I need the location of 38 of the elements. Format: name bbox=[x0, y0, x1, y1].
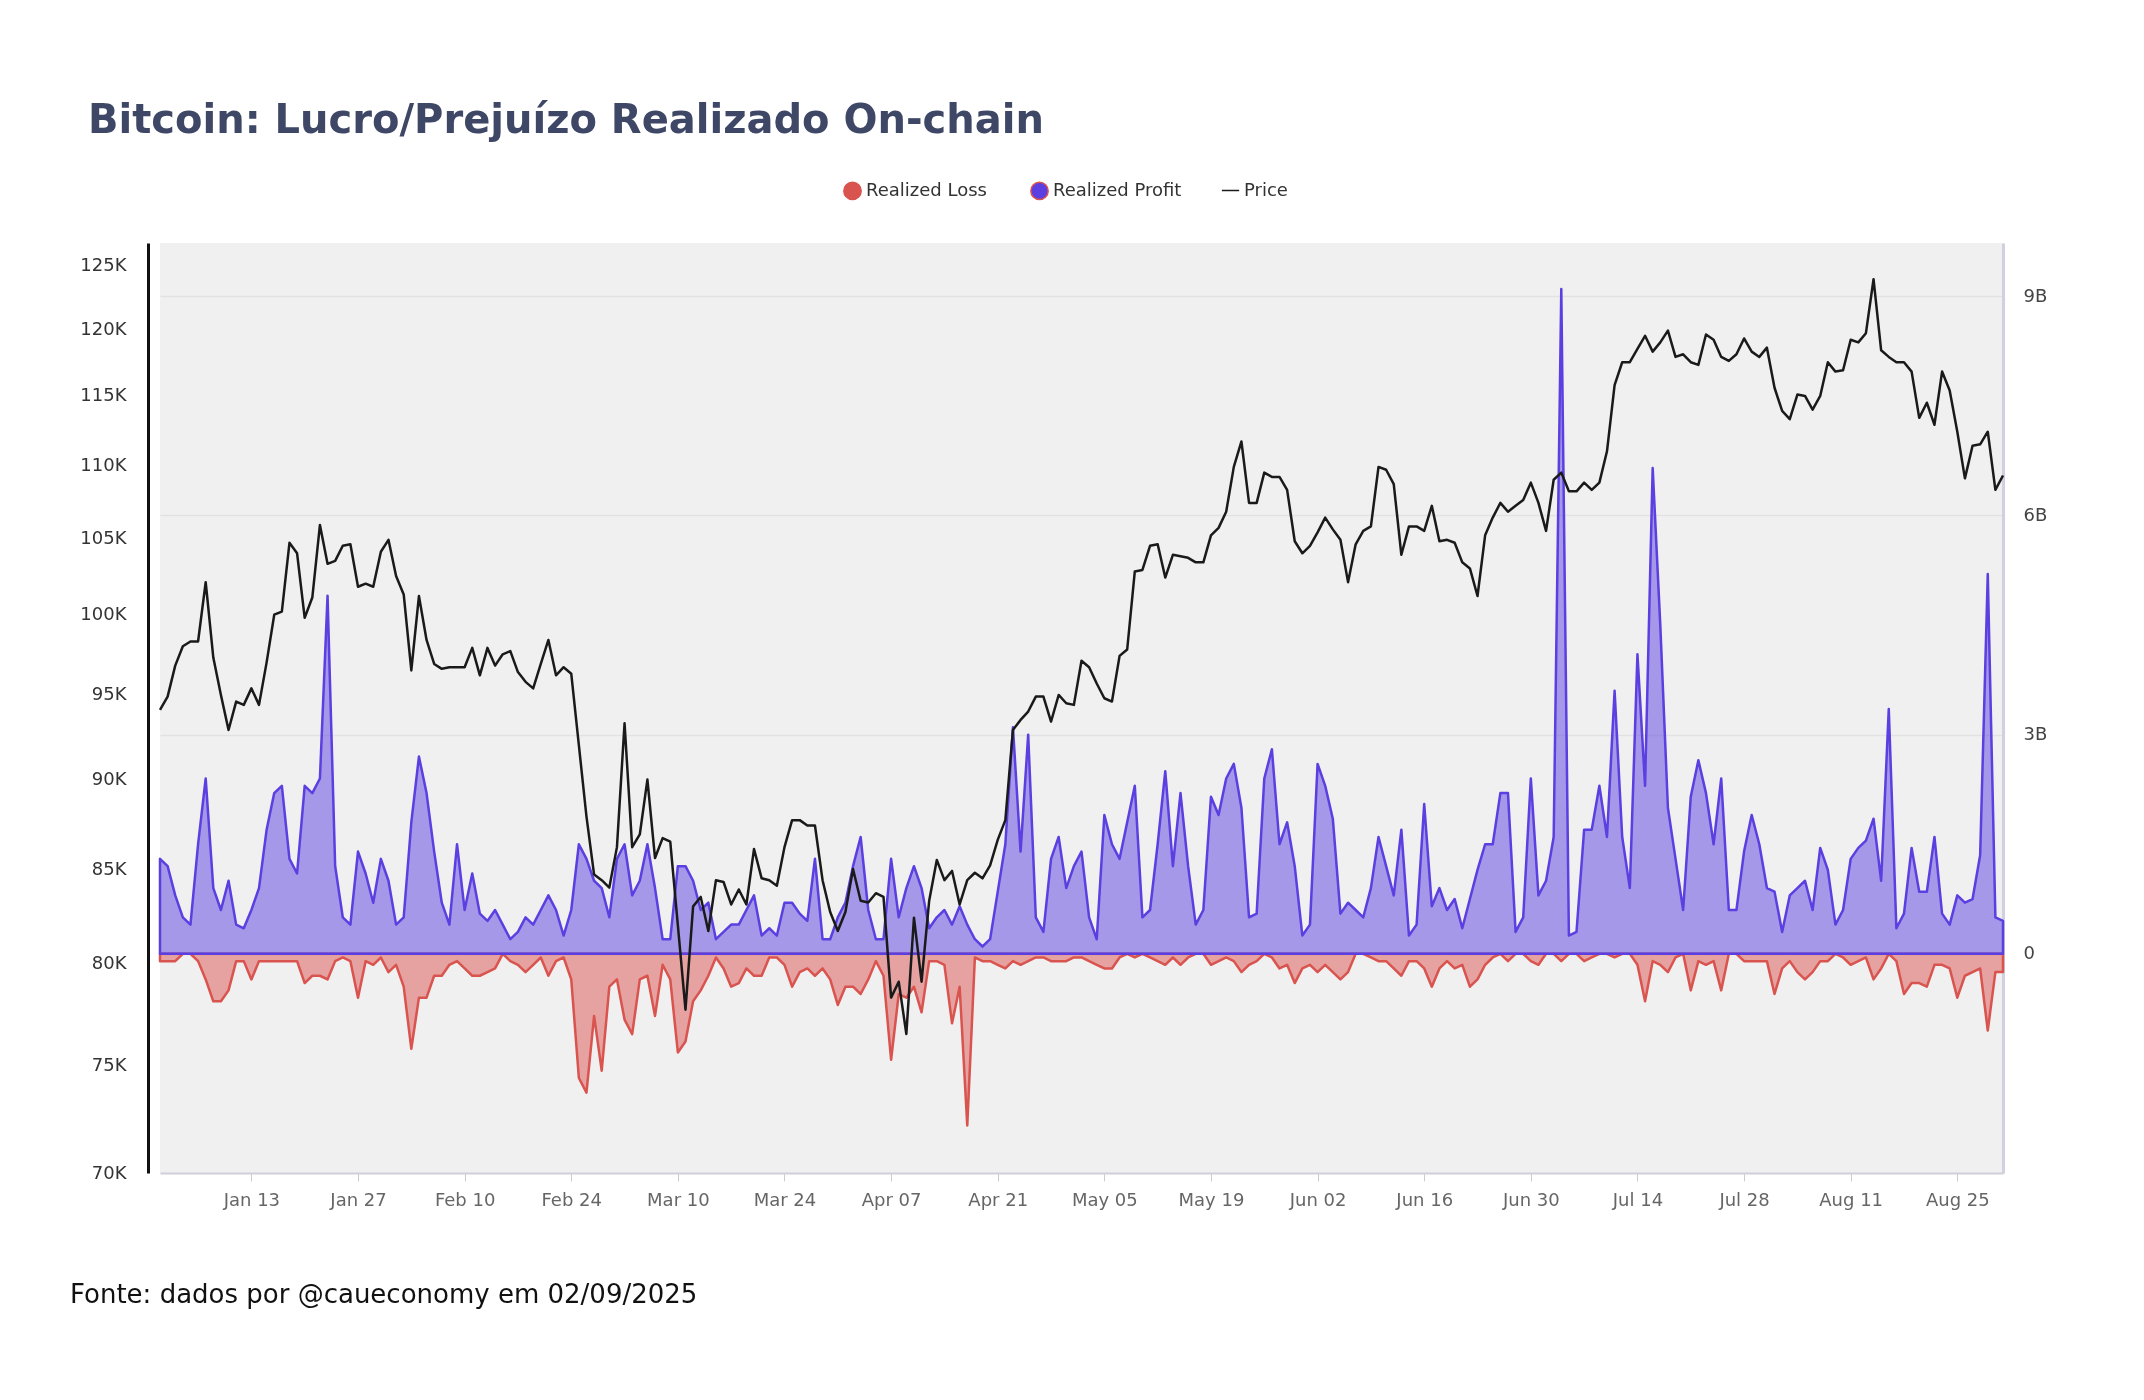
y-tick-label: 95K bbox=[91, 683, 128, 705]
y-tick-label: 90K bbox=[91, 768, 128, 790]
x-tick-label: Jan 13 bbox=[222, 1188, 281, 1210]
legend-label: Realized Loss bbox=[866, 178, 987, 200]
y-tick-label: 85K bbox=[91, 857, 128, 879]
source-note: Fonte: dados por @caueconomy em 02/09/2025 bbox=[70, 1279, 698, 1309]
y-tick-label: 75K bbox=[91, 1053, 128, 1075]
y2-tick-label: 6B bbox=[2023, 504, 2048, 525]
x-tick-label: Jul 14 bbox=[1611, 1188, 1664, 1210]
x-tick-label: Apr 07 bbox=[861, 1188, 922, 1210]
x-tick-label: Jun 02 bbox=[1288, 1188, 1347, 1210]
y-tick-label: 125K bbox=[80, 253, 128, 275]
x-tick-label: Mar 24 bbox=[753, 1188, 817, 1210]
y2-tick-label: 9B bbox=[2023, 284, 2048, 306]
y2-tick-label: 0 bbox=[2023, 942, 2035, 964]
x-tick-label: Apr 21 bbox=[968, 1188, 1029, 1210]
legend-label: Price bbox=[1244, 178, 1288, 200]
x-tick-label: May 05 bbox=[1071, 1188, 1138, 1210]
y-tick-label: 70K bbox=[91, 1161, 128, 1183]
x-tick-label: Jan 27 bbox=[329, 1188, 387, 1210]
x-tick-label: Jun 16 bbox=[1395, 1188, 1454, 1210]
x-tick-label: Mar 10 bbox=[647, 1188, 710, 1210]
x-tick-label: Jun 30 bbox=[1501, 1188, 1560, 1210]
x-tick-label: May 19 bbox=[1178, 1188, 1245, 1210]
y2-tick-label: 3B bbox=[2023, 723, 2048, 745]
y-tick-label: 115K bbox=[80, 384, 128, 406]
x-tick-label: Jul 28 bbox=[1718, 1188, 1770, 1210]
y-tick-label: 120K bbox=[80, 317, 128, 339]
x-tick-label: Aug 11 bbox=[1819, 1188, 1884, 1210]
x-tick-label: Feb 24 bbox=[541, 1188, 602, 1210]
y-tick-label: 100K bbox=[80, 603, 128, 625]
y-tick-label: 110K bbox=[80, 453, 128, 475]
legend-label: Realized Profit bbox=[1053, 178, 1182, 200]
chart-title: Bitcoin: Lucro/Prejuízo Realizado On-chain bbox=[88, 96, 1044, 142]
x-tick-label: Aug 25 bbox=[1925, 1188, 1990, 1210]
y-tick-label: 105K bbox=[80, 526, 128, 548]
x-tick-label: Feb 10 bbox=[434, 1188, 496, 1210]
y-tick-label: 80K bbox=[91, 952, 128, 974]
